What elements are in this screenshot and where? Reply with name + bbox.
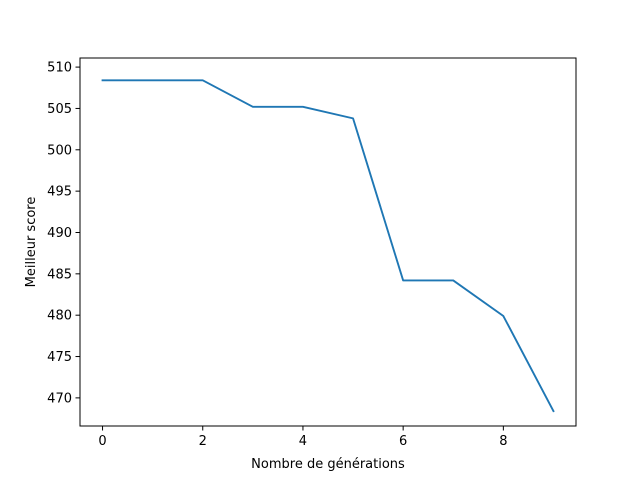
x-tick-label: 4: [299, 434, 307, 449]
x-tick-label: 8: [499, 434, 507, 449]
x-axis-ticks: 0 2 4 6 8: [98, 426, 507, 449]
y-tick-label: 495: [47, 185, 72, 200]
y-tick-label: 480: [47, 309, 72, 324]
axes-frame: [79, 57, 577, 427]
x-tick-label: 0: [98, 434, 106, 449]
y-axis-label: Meilleur score: [24, 197, 39, 288]
y-tick-label: 470: [47, 391, 72, 406]
y-tick-label: 485: [47, 267, 72, 282]
y-tick-label: 505: [47, 102, 72, 117]
y-tick-label: 510: [47, 61, 72, 76]
y-tick-label: 500: [47, 143, 72, 158]
y-tick-label: 490: [47, 226, 72, 241]
x-axis-label: Nombre de générations: [251, 457, 405, 472]
x-tick-label: 6: [399, 434, 407, 449]
y-tick-label: 475: [47, 350, 72, 365]
plot-area: [79, 57, 577, 427]
series-line-0: [101, 79, 555, 413]
x-tick-label: 2: [199, 434, 207, 449]
y-axis-ticks: 470 475 480 485 490 495 500 505 510: [47, 61, 80, 406]
